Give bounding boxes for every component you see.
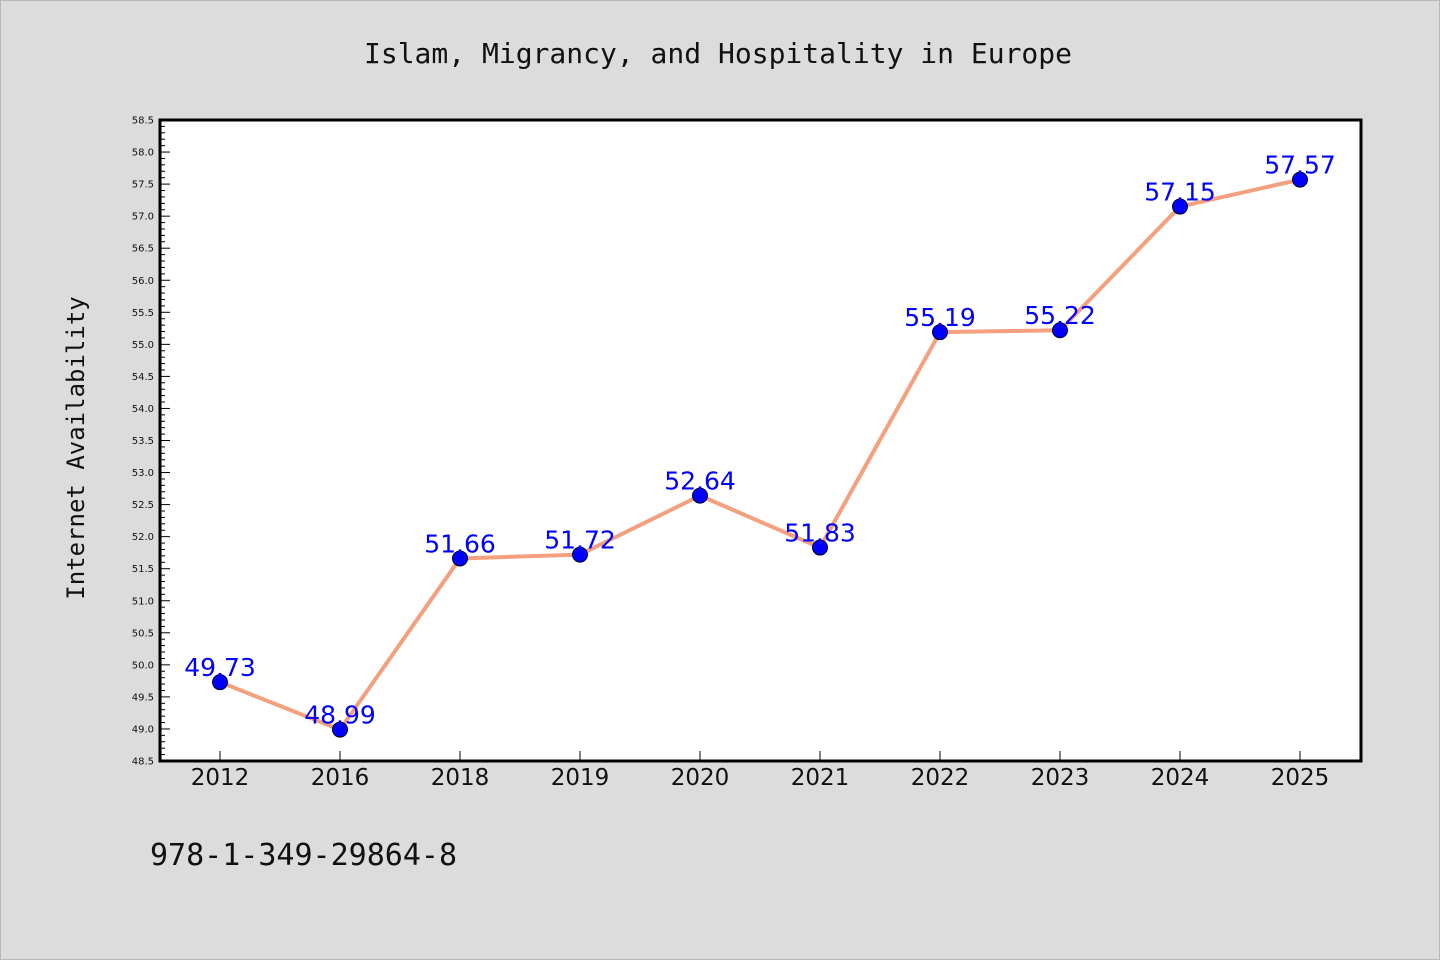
plot-border [158, 118, 1363, 763]
data-label: 49.73 [184, 653, 256, 682]
data-point [812, 539, 828, 556]
plot-area [160, 120, 1361, 761]
data-label: 48.99 [304, 701, 376, 730]
x-axis: 2012 2016 2018 2019 2020 2021 2022 2023 2024 2025 [191, 751, 1330, 791]
data-label: 55.22 [1024, 301, 1096, 330]
y-tick-label: 49.5 [132, 692, 154, 703]
isbn-footer: 978-1-349-29864-8 [150, 838, 457, 873]
y-tick-label: 50.5 [132, 628, 154, 639]
data-point [572, 546, 588, 563]
x-tick-label: 2022 [911, 765, 970, 791]
x-tick-label: 2023 [1031, 765, 1090, 791]
x-tick-label: 2019 [551, 765, 610, 791]
y-tick-label: 58.0 [132, 148, 154, 159]
data-label: 51.83 [784, 519, 856, 548]
x-tick-label: 2012 [191, 765, 250, 791]
y-tick-label: 52.5 [132, 500, 154, 511]
x-tick-label: 2021 [791, 765, 850, 791]
y-tick-label: 56.0 [132, 276, 154, 287]
y-tick-label: 50.0 [132, 660, 154, 671]
y-tick-label: 55.0 [132, 340, 154, 351]
series-line [218, 177, 1302, 732]
y-tick-label: 58.5 [132, 116, 154, 127]
y-tick-label: 49.0 [132, 724, 154, 735]
data-label: 51.66 [424, 529, 496, 558]
data-point [692, 487, 708, 504]
data-point [1292, 171, 1308, 188]
chart-title: Islam, Migrancy, and Hospitality in Euro… [364, 37, 1072, 70]
y-tick-label: 53.5 [132, 436, 154, 447]
y-tick-label: 55.5 [132, 308, 154, 319]
y-tick-label: 51.0 [132, 596, 154, 607]
y-tick-label: 56.5 [132, 244, 154, 255]
data-point [452, 550, 468, 567]
data-point [932, 324, 948, 341]
series-line-group [218, 177, 1302, 732]
y-tick-label: 53.0 [132, 468, 154, 479]
x-tick-label: 2016 [311, 765, 370, 791]
y-tick-label: 57.0 [132, 212, 154, 223]
y-axis: 48.5 49.0 49.5 50.0 50.5 51.0 51.5 52.0 52.5 53.0… [132, 116, 170, 768]
y-tick-label: 51.5 [132, 564, 154, 575]
data-point [212, 674, 228, 691]
data-label: 52.64 [664, 467, 736, 496]
y-tick-label: 54.0 [132, 404, 154, 415]
data-label: 57.57 [1264, 151, 1336, 180]
y-tick-label: 54.5 [132, 372, 154, 383]
y-axis-label: Internet Availability [62, 296, 90, 599]
x-tick-label: 2018 [431, 765, 490, 791]
y-tick-label: 57.5 [132, 180, 154, 191]
data-label: 55.19 [904, 303, 976, 332]
data-point [1172, 198, 1188, 215]
data-label: 57.15 [1144, 178, 1216, 207]
data-labels: 49.73 48.99 51.66 51.72 52.64 51.83 55.19 55.22… [184, 151, 1336, 730]
y-tick-label: 48.5 [132, 757, 154, 768]
data-point [1052, 322, 1068, 339]
data-markers [212, 171, 1308, 738]
x-tick-label: 2025 [1271, 765, 1330, 791]
data-label: 51.72 [544, 526, 616, 555]
y-tick-label: 52.0 [132, 532, 154, 543]
x-tick-label: 2024 [1151, 765, 1210, 791]
x-tick-label: 2020 [671, 765, 730, 791]
data-point [332, 721, 348, 738]
